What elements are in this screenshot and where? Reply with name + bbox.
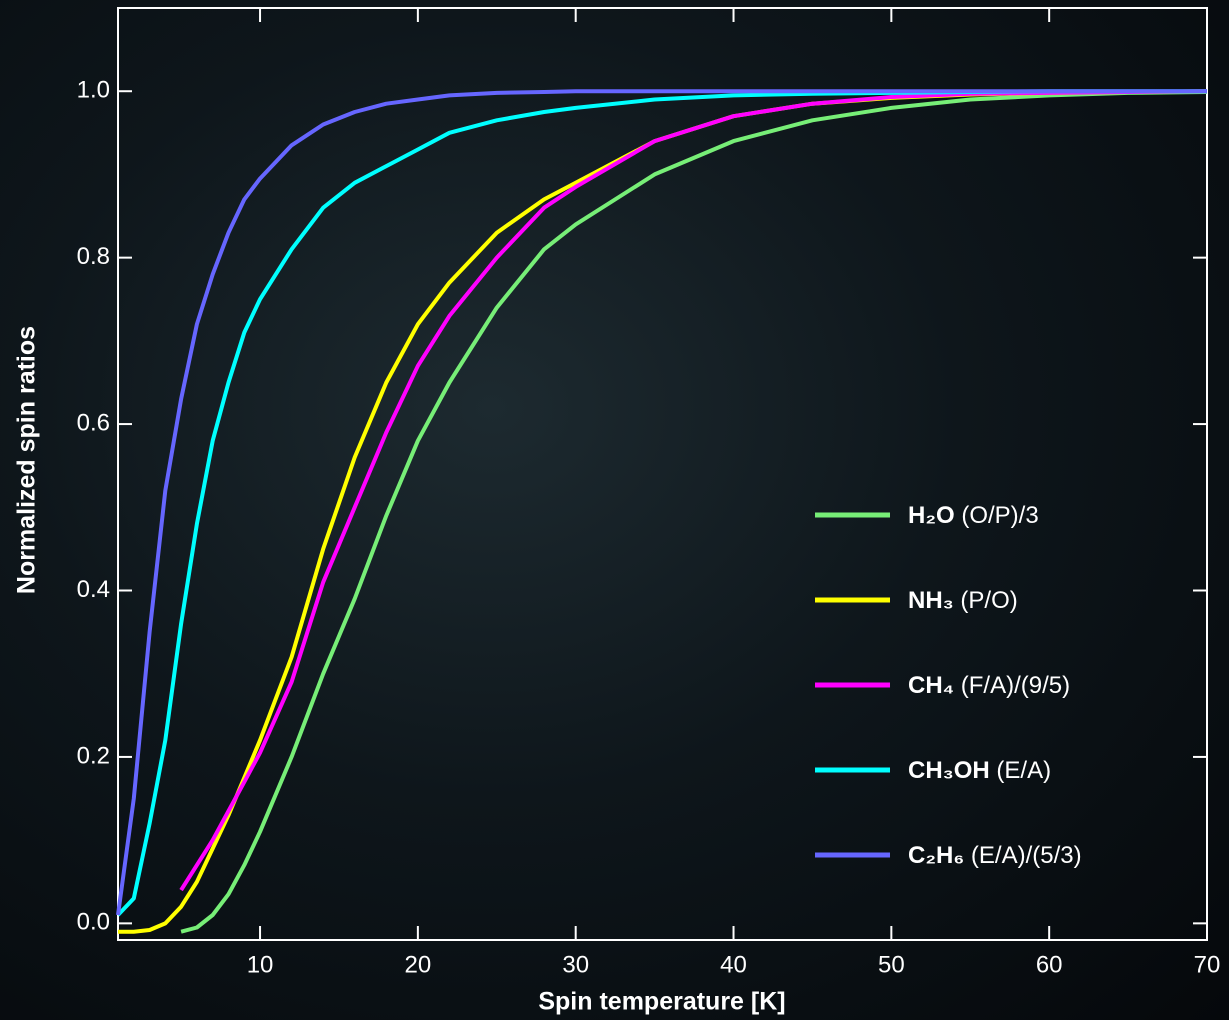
y-tick-label: 0.2 <box>77 742 110 769</box>
legend-label: CH₃OH (E/A) <box>908 757 1051 784</box>
legend-label: H₂O (O/P)/3 <box>908 502 1039 529</box>
x-tick-label: 40 <box>720 951 747 978</box>
x-tick-label: 20 <box>405 951 432 978</box>
y-axis-title: Normalized spin ratios <box>13 326 41 594</box>
y-tick-label: 0.0 <box>77 909 110 936</box>
series-line <box>179 89 1208 892</box>
series-line <box>116 89 1207 917</box>
legend-label: NH₃ (P/O) <box>908 587 1018 614</box>
x-tick-label: 70 <box>1194 951 1221 978</box>
series-line <box>118 89 1208 934</box>
plot-frame <box>117 7 1208 941</box>
x-tick-label: 30 <box>562 951 589 978</box>
x-tick-label: 10 <box>247 951 274 978</box>
series-line <box>116 89 1207 916</box>
series-line <box>180 90 1208 934</box>
legend-label: CH₄ (F/A)/(9/5) <box>908 672 1070 699</box>
x-axis-title: Spin temperature [K] <box>538 988 785 1016</box>
y-tick-label: 0.6 <box>77 409 110 436</box>
y-tick-label: 0.8 <box>77 243 110 270</box>
x-tick-label: 50 <box>878 951 905 978</box>
x-tick-label: 60 <box>1036 951 1063 978</box>
y-tick-label: 0.4 <box>77 576 110 603</box>
y-tick-label: 1.0 <box>77 77 110 104</box>
legend-label: C₂H₆ (E/A)/(5/3) <box>908 842 1082 869</box>
